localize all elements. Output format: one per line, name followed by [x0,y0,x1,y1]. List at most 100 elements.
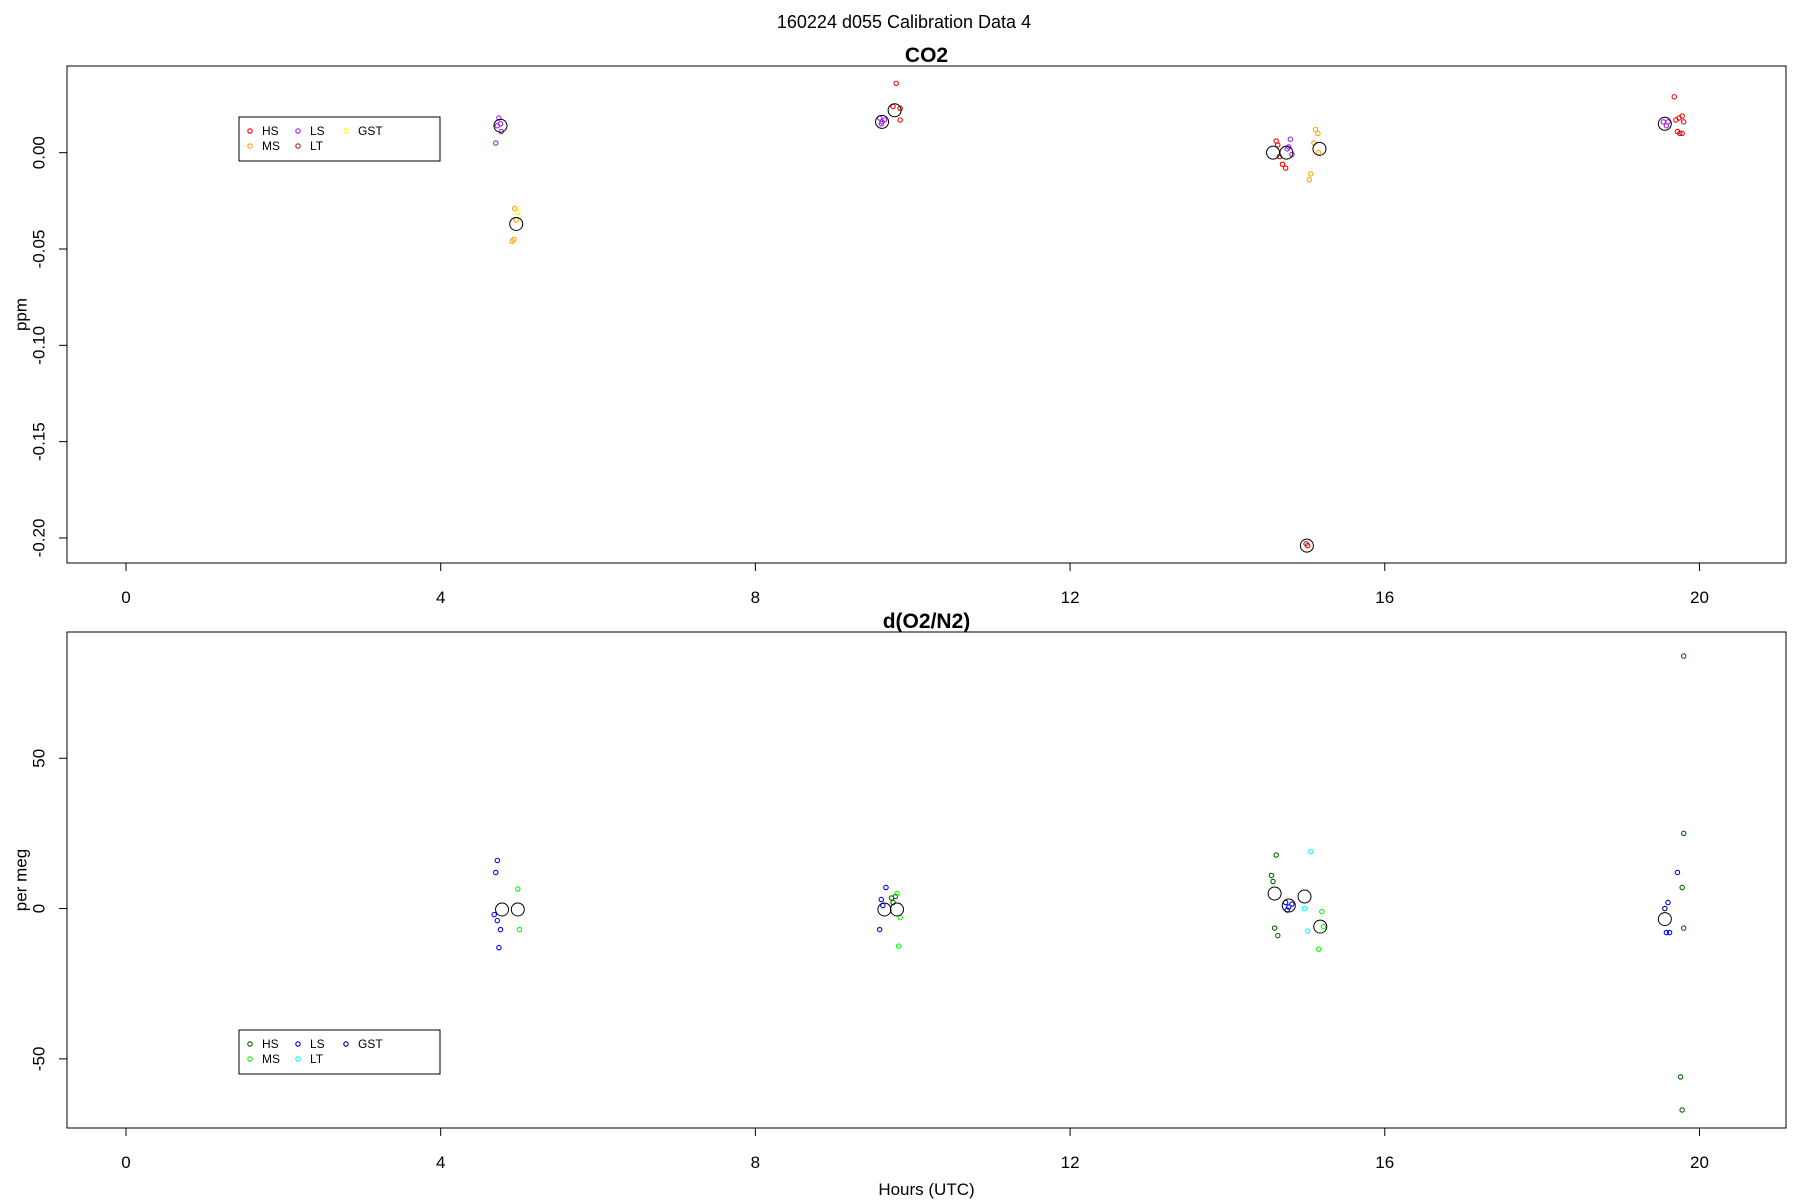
co2-point-mean [493,118,508,133]
d-o2-n2-point-mean [1313,919,1328,934]
co2-point-ls [1287,136,1294,142]
co2-y-axis-label: ppm [11,298,30,331]
co2-point-ms [1312,126,1319,133]
co2-x-tick-label: 12 [1061,588,1080,607]
d-o2-n2-point-ms [1315,946,1322,952]
d-o2-n2-point-mean [510,902,525,917]
d-o2-n2-y-axis: 50 0 -50 [29,749,68,1072]
d-o2-n2-x-axis: 0 4 8 12 16 20 [121,1127,1709,1172]
d-o2-n2-legend-label-gst: GST [358,1037,383,1051]
d-o2-n2-y-tick-label: -50 [29,1047,48,1072]
co2-legend-label-hs: HS [262,124,279,138]
d-o2-n2-legend-label-lt: LT [310,1052,324,1066]
d-o2-n2-point-ls [496,944,502,951]
d-o2-n2-legend-label-ls: LS [310,1037,325,1051]
d-o2-n2-point-lt [1301,905,1308,912]
co2-point-ms [509,238,516,245]
o2n2-panel: d(O2/N2) 0 4 8 12 16 20 50 0 -50 per meg Hours (UTC… [11,610,1787,1199]
d-o2-n2-point-ms [895,943,902,949]
d-o2-n2-x-tick-label: 4 [436,1153,445,1172]
co2-x-tick-label: 20 [1690,588,1709,607]
d-o2-n2-point-hs [1680,925,1687,931]
co2-point-hs [1279,161,1286,167]
co2-point-ls [493,140,499,146]
d-o2-n2-point-ls [876,926,883,933]
d-o2-n2-y-axis-label: per meg [11,849,30,911]
co2-legend-label-ls: LS [310,124,325,138]
d-o2-n2-point-hs [1273,852,1279,858]
d-o2-n2-y-tick-label: 50 [29,749,48,768]
d-o2-n2-point-ms [516,926,523,933]
co2-point-mean [509,216,524,231]
co2-point-mean [875,114,890,129]
d-o2-n2-point-ls [494,917,501,924]
co2-point-hs [1679,113,1685,119]
d-o2-n2-panel-title: d(O2/N2) [883,610,971,633]
d-o2-n2-point-ls [497,926,504,933]
co2-point-ls [496,115,502,121]
co2-point-hs [1275,142,1281,148]
co2-legend-marker-ms [247,143,253,149]
co2-legend-marker-gst [343,128,349,134]
d-o2-n2-point-hs [1680,830,1687,837]
co2-y-tick-label: -0.05 [29,230,48,269]
co2-x-tick-label: 4 [436,588,445,607]
co2-x-axis: 0 4 8 12 16 20 [121,562,1709,607]
d-o2-n2-legend-box [238,1029,441,1075]
d-o2-n2-point-ls [494,857,501,864]
d-o2-n2-point-mean [495,902,510,917]
d-o2-n2-legend-label-ms: MS [262,1052,280,1066]
figure-title: 160224 d055 Calibration Data 4 [777,12,1031,32]
co2-point-mean [1266,145,1281,160]
co2-point-ms [513,217,519,223]
co2-point-ms [1308,171,1314,177]
d-o2-n2-legend-marker-ms [247,1056,253,1062]
co2-point-mean [887,103,902,118]
co2-y-tick-label: -0.15 [29,422,48,461]
co2-point-gst [515,209,521,216]
co2-point-ls [494,122,501,129]
co2-point-ls [1665,119,1671,125]
d-o2-n2-point-hs [1270,878,1276,885]
co2-point-ms [511,205,518,212]
d-o2-n2-point-hs [1271,925,1278,931]
co2-point-mean [1299,538,1314,553]
d-o2-n2-point-hs [1680,653,1687,659]
co2-point-mean [1657,116,1672,131]
co2-y-tick-label: -0.20 [29,519,48,558]
d-o2-n2-legend-marker-ls [295,1041,301,1047]
d-o2-n2-point-ls [1663,929,1670,936]
co2-point-mean [1312,141,1327,156]
co2-point-lt [1680,119,1687,125]
d-o2-n2-point-mean [1281,898,1296,913]
co2-panel-title: CO2 [905,44,948,67]
d-o2-n2-point-ls [883,884,889,891]
d-o2-n2-point-ls [1289,901,1295,907]
co2-x-tick-label: 16 [1375,588,1394,607]
co2-point-hs [1282,165,1289,171]
d-o2-n2-legend-marker-hs [247,1041,253,1047]
d-o2-n2-x-tick-label: 16 [1375,1153,1394,1172]
d-o2-n2-point-ls [1674,869,1681,876]
d-o2-n2-point-hs [1677,1074,1684,1080]
d-o2-n2-x-tick-label: 0 [121,1153,130,1172]
co2-point-hs [893,80,899,87]
co2-data-points [493,80,1687,553]
d-o2-n2-point-lt [1308,848,1314,855]
co2-legend-label-gst: GST [358,124,383,138]
d-o2-n2-point-hs [1679,1107,1685,1113]
d-o2-n2-x-tick-label: 8 [751,1153,760,1172]
d-o2-n2-legend-label-hs: HS [262,1037,279,1051]
d-o2-n2-point-ls [1665,899,1671,906]
d-o2-n2-point-ms [1320,923,1327,930]
co2-panel: CO2 0 4 8 12 16 20 0.00 -0.05 -0.10 -0.15 -0.20 ppm H… [11,44,1787,607]
co2-point-ms [1315,149,1322,156]
co2-legend-marker-hs [247,128,253,134]
co2-point-hs [1677,130,1683,137]
d-o2-n2-point-hs [1275,932,1281,939]
co2-y-tick-label: 0.00 [29,136,48,169]
co2-x-tick-label: 0 [121,588,130,607]
